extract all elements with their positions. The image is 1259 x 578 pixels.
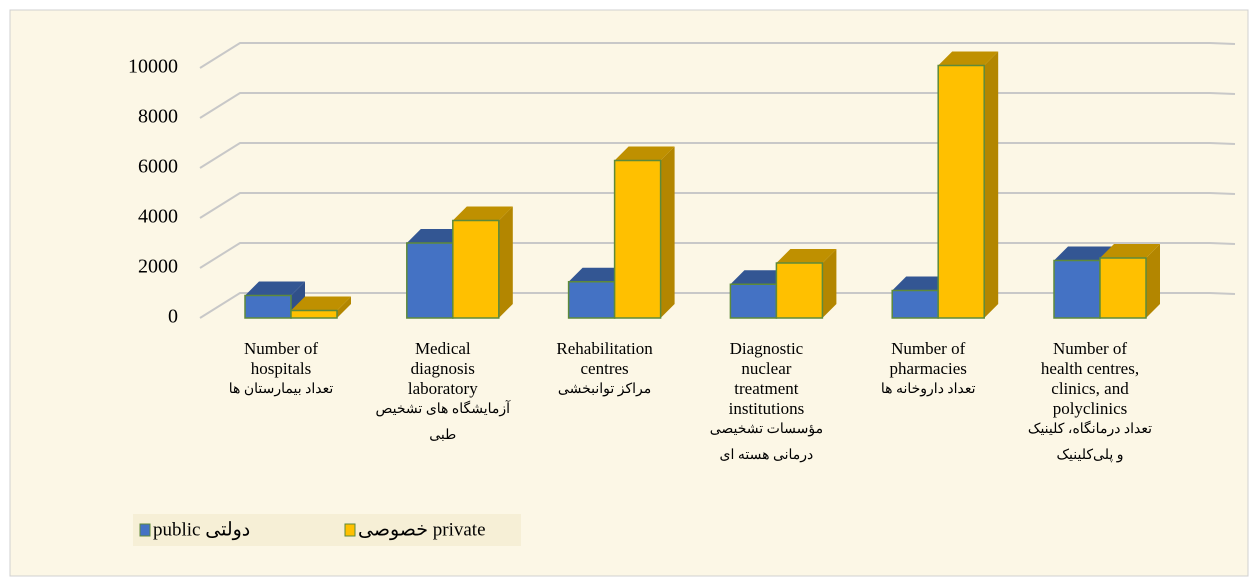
- bar: [775, 249, 837, 319]
- bar-front: [891, 289, 939, 319]
- bar: [290, 296, 351, 319]
- bar-front: [452, 219, 500, 319]
- grid-line: [199, 92, 1236, 119]
- x-tick-label: Medical: [415, 339, 471, 358]
- bar-top: [614, 146, 675, 161]
- x-tick-label: تعداد بیمارستان ها: [229, 382, 334, 397]
- bar-top: [892, 276, 953, 291]
- y-tick-label: 0: [168, 306, 178, 328]
- grid-line: [199, 242, 1236, 269]
- x-tick-label: pharmacies: [889, 359, 966, 378]
- bar-side: [660, 146, 675, 318]
- y-tick-label: 8000: [138, 106, 178, 128]
- bar-front: [729, 283, 778, 319]
- x-tick-label: آزمایشگاه های تشخیص: [376, 399, 512, 417]
- bar-front: [613, 159, 662, 319]
- bar-front: [406, 242, 454, 319]
- x-tick-label: Number of: [244, 339, 318, 358]
- grid-line: [199, 292, 1236, 319]
- x-tick-label: diagnosis: [411, 359, 475, 378]
- x-tick-label: طبی: [429, 428, 456, 443]
- x-tick-label: تعداد درمانگاه، کلینیک: [1028, 420, 1152, 437]
- bar: [244, 281, 305, 319]
- bar-front: [1053, 259, 1101, 319]
- x-tick-label: treatment: [734, 379, 798, 398]
- bar-side: [498, 206, 513, 318]
- x-tick-label: و پلی‌کلینیک: [1057, 448, 1124, 463]
- legend-background: [133, 514, 521, 546]
- grid-line: [199, 142, 1236, 169]
- grid-line: [199, 192, 1236, 219]
- bar: [1099, 244, 1160, 319]
- bar: [613, 146, 675, 319]
- x-tick-label: درمانی هسته ای: [720, 448, 814, 463]
- bar-top: [245, 281, 305, 296]
- x-tick-label: تعداد داروخانه ها: [881, 382, 976, 397]
- bar: [729, 270, 791, 319]
- x-tick-label: hospitals: [251, 359, 311, 378]
- x-tick-label: Diagnostic: [730, 339, 804, 358]
- bar-front: [244, 294, 292, 319]
- x-tick-label: centres: [581, 359, 629, 378]
- x-tick-label: Number of: [1053, 339, 1127, 358]
- x-tick-label: nuclear: [741, 359, 791, 378]
- grid-line: [199, 42, 1236, 69]
- legend-label: public دولتی: [153, 519, 250, 540]
- y-tick-label: 10000: [128, 56, 178, 78]
- bar-top: [730, 270, 791, 285]
- y-tick-label: 6000: [138, 156, 178, 178]
- bar-front: [290, 309, 338, 319]
- bar-top: [938, 51, 999, 66]
- x-tick-label: Rehabilitation: [556, 339, 653, 358]
- bar-top: [452, 206, 513, 221]
- bar-top: [1100, 244, 1160, 258]
- bar-top: [776, 249, 837, 263]
- x-tick-label: مراکز توانبخشی: [558, 382, 651, 397]
- y-tick-label: 2000: [138, 256, 178, 278]
- x-tick-label: مؤسسات تشخیصی: [710, 422, 823, 437]
- x-tick-label: Number of: [891, 339, 965, 358]
- bar-side: [822, 249, 837, 318]
- legend-swatch: [344, 523, 356, 537]
- bar-top: [406, 229, 467, 243]
- legend-label: خصوصی private: [358, 519, 486, 540]
- x-tick-label: laboratory: [408, 379, 478, 398]
- bar-top: [291, 296, 351, 311]
- bar-front: [1099, 257, 1147, 319]
- bar-front: [775, 262, 824, 319]
- y-tick-label: 4000: [138, 206, 178, 228]
- bar-side: [337, 296, 351, 318]
- x-tick-label: polyclinics: [1053, 399, 1128, 418]
- legend-swatch: [139, 523, 151, 537]
- bar-side: [1146, 244, 1160, 318]
- bar-side: [984, 51, 999, 318]
- bar-front: [937, 64, 985, 319]
- x-tick-label: health centres,: [1041, 359, 1139, 378]
- x-tick-label: clinics, and: [1051, 379, 1129, 398]
- bar-front: [567, 281, 616, 319]
- bar-top: [1054, 246, 1114, 261]
- bar: [937, 51, 999, 319]
- bar-top: [568, 267, 629, 282]
- bar: [452, 206, 513, 319]
- x-tick-label: institutions: [729, 399, 805, 418]
